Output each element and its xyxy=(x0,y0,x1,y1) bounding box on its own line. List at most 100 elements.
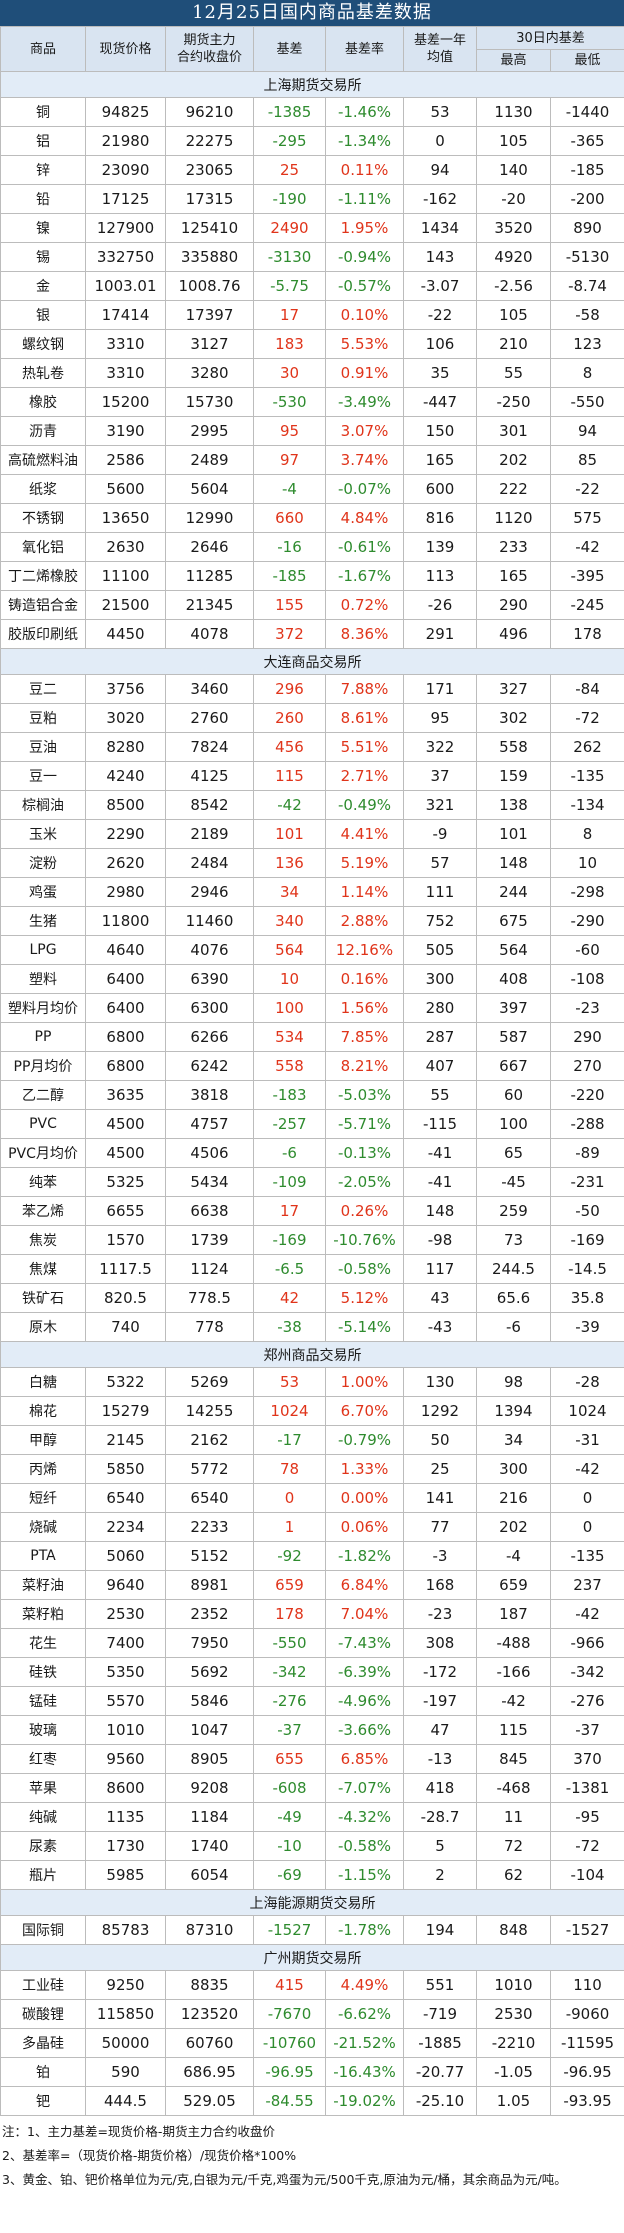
table-row: 铸造铝合金 21500 21345 155 0.72% -26 290 -245 xyxy=(0,590,624,620)
cell-high: 100 xyxy=(476,1109,551,1139)
cell-futures: 2233 xyxy=(165,1512,254,1542)
cell-high: 587 xyxy=(476,1022,551,1052)
cell-low: -84 xyxy=(549,674,624,704)
cell-basis: 183 xyxy=(253,329,326,359)
cell-basis-rate: 8.36% xyxy=(325,619,404,649)
note-3: 3、黄金、铂、钯价格单位为元/克,白银为元/千克,鸡蛋为元/500千克,原油为元… xyxy=(2,2172,567,2187)
cell-name: 焦炭 xyxy=(0,1225,86,1255)
cell-basis: 564 xyxy=(253,935,326,965)
cell-high: 496 xyxy=(476,619,551,649)
cell-name: 不锈钢 xyxy=(0,503,86,533)
cell-futures: 4757 xyxy=(165,1109,254,1139)
cell-low: -42 xyxy=(549,532,624,562)
cell-low: -28 xyxy=(549,1367,624,1397)
cell-high: 3520 xyxy=(476,213,551,243)
cell-high: 397 xyxy=(476,993,551,1023)
header-futures-line2: 合约收盘价 xyxy=(176,50,242,65)
section-header: 郑州商品交易所 xyxy=(0,1341,624,1368)
cell-futures: 60760 xyxy=(165,2028,254,2058)
cell-low: -104 xyxy=(549,1860,624,1890)
cell-name: 多晶硅 xyxy=(0,2028,86,2058)
cell-high: -1.05 xyxy=(476,2057,551,2087)
section-title: 大连商品交易所 xyxy=(0,648,624,675)
header-spot: 现货价格 xyxy=(85,26,166,72)
table-row: 棉花 15279 14255 1024 6.70% 1292 1394 1024 xyxy=(0,1396,624,1426)
cell-basis: -96.95 xyxy=(253,2057,326,2087)
cell-avg: 47 xyxy=(403,1715,477,1745)
cell-high: -20 xyxy=(476,184,551,214)
table-row: 甲醇 2145 2162 -17 -0.79% 50 34 -31 xyxy=(0,1425,624,1455)
cell-futures: 5434 xyxy=(165,1167,254,1197)
cell-spot: 1117.5 xyxy=(85,1254,166,1284)
cell-futures: 1740 xyxy=(165,1831,254,1861)
cell-basis: -530 xyxy=(253,387,326,417)
cell-high: 1010 xyxy=(476,1970,551,2000)
cell-basis-rate: -0.58% xyxy=(325,1254,404,1284)
cell-futures: 8905 xyxy=(165,1744,254,1774)
cell-basis-rate: 5.51% xyxy=(325,732,404,762)
cell-basis: -1385 xyxy=(253,97,326,127)
cell-spot: 4500 xyxy=(85,1109,166,1139)
cell-low: -185 xyxy=(549,155,624,185)
cell-low: -39 xyxy=(549,1312,624,1342)
table-row: 苹果 8600 9208 -608 -7.07% 418 -468 -1381 xyxy=(0,1773,624,1803)
cell-basis-rate: 0.11% xyxy=(325,155,404,185)
cell-spot: 8600 xyxy=(85,1773,166,1803)
cell-basis: -276 xyxy=(253,1686,326,1716)
cell-name: 锡 xyxy=(0,242,86,272)
cell-avg: 77 xyxy=(403,1512,477,1542)
cell-low: -14.5 xyxy=(549,1254,624,1284)
cell-basis-rate: -1.78% xyxy=(325,1915,404,1945)
cell-basis-rate: -1.34% xyxy=(325,126,404,156)
cell-basis-rate: -3.49% xyxy=(325,387,404,417)
cell-name: 碳酸锂 xyxy=(0,1999,86,2029)
cell-low: -288 xyxy=(549,1109,624,1139)
table-row: 热轧卷 3310 3280 30 0.91% 35 55 8 xyxy=(0,358,624,388)
cell-futures: 2189 xyxy=(165,819,254,849)
cell-high: 187 xyxy=(476,1599,551,1629)
table-row: 苯乙烯 6655 6638 17 0.26% 148 259 -50 xyxy=(0,1196,624,1226)
cell-avg: -3 xyxy=(403,1541,477,1571)
section-title: 上海能源期货交易所 xyxy=(0,1889,624,1916)
cell-basis: 1024 xyxy=(253,1396,326,1426)
cell-basis-rate: -5.14% xyxy=(325,1312,404,1342)
cell-low: -135 xyxy=(549,1541,624,1571)
table-row: 尿素 1730 1740 -10 -0.58% 5 72 -72 xyxy=(0,1831,624,1861)
cell-name: PP月均价 xyxy=(0,1051,86,1081)
cell-high: 233 xyxy=(476,532,551,562)
cell-high: -166 xyxy=(476,1657,551,1687)
cell-spot: 5060 xyxy=(85,1541,166,1571)
cell-high: 1120 xyxy=(476,503,551,533)
cell-basis: -4 xyxy=(253,474,326,504)
cell-low: -93.95 xyxy=(549,2086,624,2116)
header-high: 最高 xyxy=(476,49,551,72)
cell-futures: 6540 xyxy=(165,1483,254,1513)
cell-high: 659 xyxy=(476,1570,551,1600)
cell-futures: 1739 xyxy=(165,1225,254,1255)
header-avg: 基差一年 均值 xyxy=(403,26,477,72)
cell-name: 鸡蛋 xyxy=(0,877,86,907)
cell-futures: 5269 xyxy=(165,1367,254,1397)
table-row: 豆油 8280 7824 456 5.51% 322 558 262 xyxy=(0,732,624,762)
cell-basis-rate: 2.71% xyxy=(325,761,404,791)
cell-basis: -17 xyxy=(253,1425,326,1455)
table-row: 丁二烯橡胶 11100 11285 -185 -1.67% 113 165 -395 xyxy=(0,561,624,591)
cell-low: 237 xyxy=(549,1570,624,1600)
section-title: 上海期货交易所 xyxy=(0,71,624,98)
cell-low: -298 xyxy=(549,877,624,907)
cell-low: -96.95 xyxy=(549,2057,624,2087)
cell-avg: -197 xyxy=(403,1686,477,1716)
table-row: PVC 4500 4757 -257 -5.71% -115 100 -288 xyxy=(0,1109,624,1139)
cell-futures: 3280 xyxy=(165,358,254,388)
cell-basis: 0 xyxy=(253,1483,326,1513)
cell-avg: 150 xyxy=(403,416,477,446)
cell-high: 845 xyxy=(476,1744,551,1774)
cell-futures: 22275 xyxy=(165,126,254,156)
cell-basis-rate: 1.33% xyxy=(325,1454,404,1484)
cell-basis: 78 xyxy=(253,1454,326,1484)
cell-basis-rate: 0.16% xyxy=(325,964,404,994)
cell-avg: -41 xyxy=(403,1167,477,1197)
cell-basis-rate: 0.72% xyxy=(325,590,404,620)
cell-spot: 6800 xyxy=(85,1051,166,1081)
cell-spot: 1570 xyxy=(85,1225,166,1255)
